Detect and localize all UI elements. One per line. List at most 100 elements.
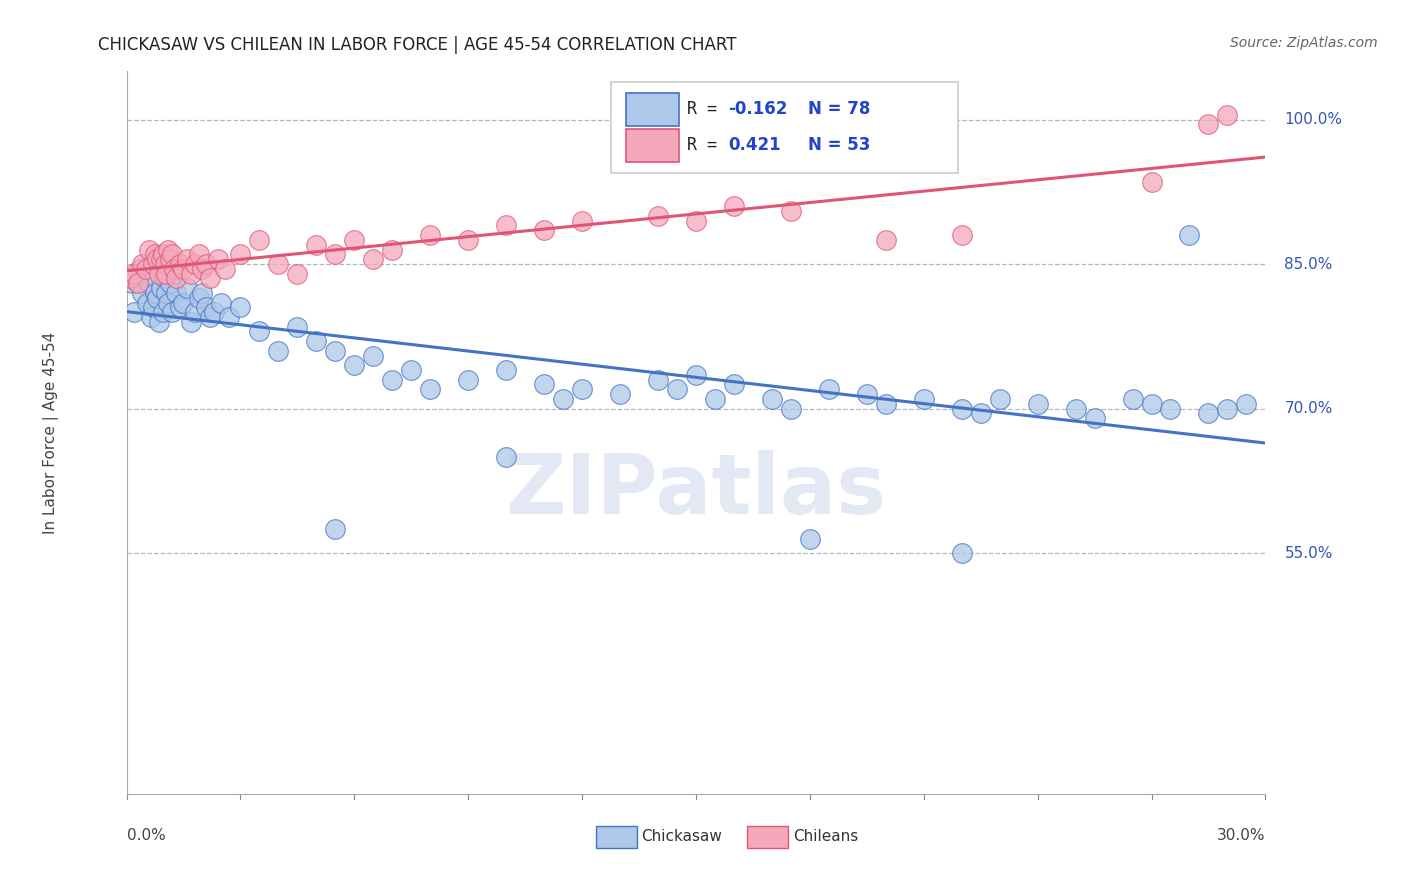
Point	[1160, 401, 1182, 416]
Point	[136, 295, 159, 310]
Text: ZIPatlas: ZIPatlas	[506, 450, 886, 531]
Point	[723, 377, 745, 392]
Point	[419, 228, 441, 243]
Point	[685, 213, 707, 227]
Point	[165, 271, 187, 285]
Point	[1140, 397, 1163, 411]
FancyBboxPatch shape	[747, 826, 789, 848]
Point	[184, 305, 207, 319]
Point	[176, 281, 198, 295]
Point	[135, 261, 156, 276]
Text: 0.421: 0.421	[728, 136, 780, 154]
Point	[155, 285, 177, 300]
Point	[157, 243, 180, 257]
Point	[153, 257, 176, 271]
Point	[912, 392, 935, 406]
Point	[267, 257, 290, 271]
Point	[146, 291, 169, 305]
Point	[267, 343, 290, 358]
Point	[647, 209, 669, 223]
Point	[127, 277, 149, 291]
Point	[141, 310, 163, 324]
Point	[138, 243, 160, 257]
Point	[180, 315, 202, 329]
Text: N = 78: N = 78	[807, 100, 870, 118]
Point	[121, 277, 143, 291]
Point	[138, 277, 160, 291]
Point	[495, 219, 517, 233]
Point	[1084, 411, 1107, 425]
Point	[1064, 401, 1087, 416]
Point	[155, 267, 177, 281]
FancyBboxPatch shape	[627, 129, 679, 162]
Point	[229, 247, 252, 261]
Point	[163, 261, 186, 276]
Point	[249, 233, 271, 247]
Point	[571, 213, 593, 227]
Point	[160, 247, 183, 261]
Point	[1122, 392, 1144, 406]
Point	[152, 305, 174, 319]
Point	[1198, 406, 1220, 420]
Point	[571, 382, 593, 396]
Point	[128, 261, 150, 276]
Point	[187, 247, 209, 261]
Text: 55.0%: 55.0%	[1285, 546, 1333, 560]
Point	[218, 310, 240, 324]
Point	[143, 285, 166, 300]
FancyBboxPatch shape	[627, 93, 679, 127]
Point	[875, 397, 897, 411]
Point	[1140, 175, 1163, 189]
Point	[533, 377, 555, 392]
Text: Chickasaw: Chickasaw	[641, 829, 723, 844]
Text: R =: R =	[688, 136, 737, 154]
Point	[323, 247, 347, 261]
Point	[195, 301, 218, 315]
Point	[533, 223, 555, 237]
Point	[143, 247, 166, 261]
Point	[160, 305, 183, 319]
Point	[198, 271, 221, 285]
Point	[363, 252, 385, 267]
Point	[553, 392, 575, 406]
Text: R =: R =	[688, 100, 727, 118]
Point	[1178, 228, 1201, 243]
Point	[127, 277, 149, 291]
Point	[723, 199, 745, 213]
Point	[779, 401, 801, 416]
Point	[153, 271, 176, 285]
Point	[419, 382, 441, 396]
Point	[149, 252, 172, 267]
Text: Source: ZipAtlas.com: Source: ZipAtlas.com	[1230, 36, 1378, 50]
Point	[287, 319, 309, 334]
Point	[381, 243, 404, 257]
Point	[988, 392, 1011, 406]
Point	[875, 233, 897, 247]
Point	[146, 252, 169, 267]
Point	[950, 546, 973, 560]
Point	[142, 257, 165, 271]
Point	[120, 271, 142, 285]
Point	[122, 267, 145, 281]
Point	[142, 301, 165, 315]
Point	[305, 237, 328, 252]
FancyBboxPatch shape	[610, 82, 957, 172]
Point	[165, 285, 187, 300]
Point	[249, 325, 271, 339]
Point	[343, 358, 366, 372]
Text: N = 53: N = 53	[807, 136, 870, 154]
Point	[1236, 397, 1258, 411]
Text: 30.0%: 30.0%	[1218, 828, 1265, 843]
Point	[131, 257, 153, 271]
Point	[148, 267, 170, 281]
Point	[495, 363, 517, 377]
Point	[1216, 401, 1239, 416]
Text: 0.0%: 0.0%	[127, 828, 166, 843]
Point	[495, 450, 517, 464]
Point	[152, 247, 174, 261]
Point	[191, 261, 214, 276]
Point	[323, 522, 347, 536]
Point	[323, 343, 347, 358]
Text: 70.0%: 70.0%	[1285, 401, 1333, 416]
Point	[159, 252, 181, 267]
